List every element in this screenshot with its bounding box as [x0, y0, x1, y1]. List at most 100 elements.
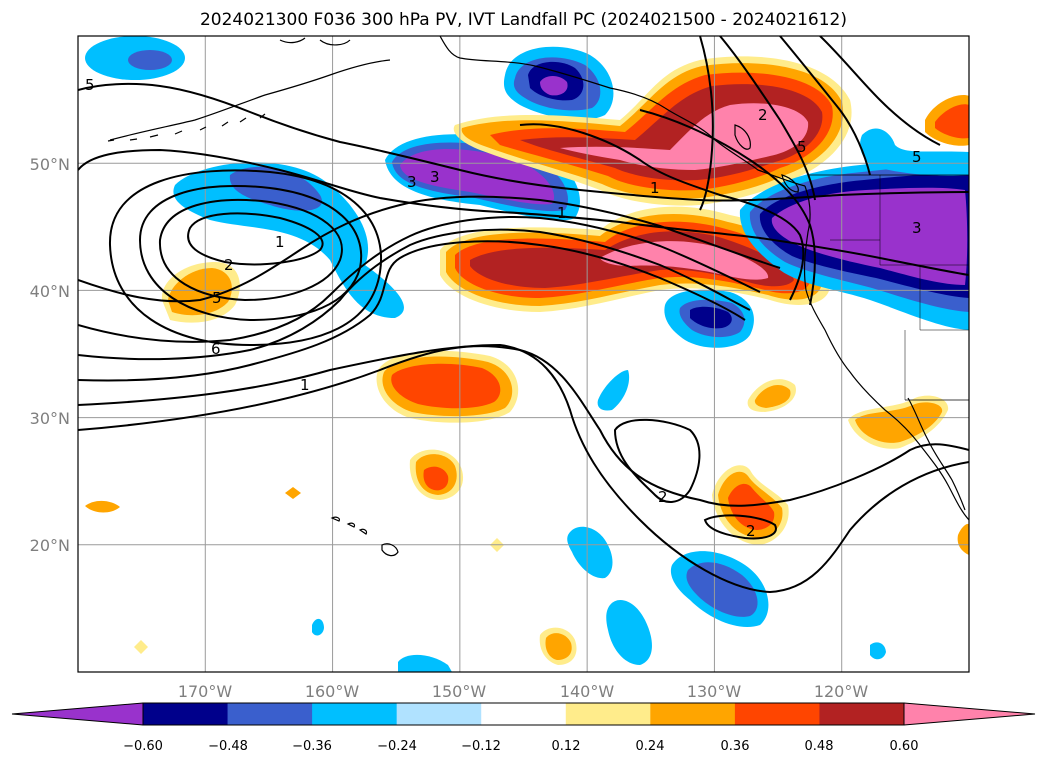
colorbar-tick-label: −0.60 — [123, 739, 163, 754]
colorbar-segment — [396, 703, 482, 725]
colorbar-segment — [819, 703, 905, 725]
colorbar-tick-label: 0.12 — [552, 739, 581, 754]
lon-tick-label: 140°W — [560, 682, 615, 701]
contour-label: 2 — [224, 256, 234, 274]
contour-label: 5 — [797, 138, 807, 156]
pv-contour — [639, 109, 816, 306]
colorbar-extend-max — [904, 703, 1035, 725]
coastline — [919, 444, 969, 521]
positive-anomaly — [560, 103, 809, 170]
lat-tick-label: 50°N — [30, 155, 70, 174]
pv-contour — [78, 148, 969, 276]
lon-tick-label: 160°W — [305, 682, 360, 701]
pv-contour — [519, 123, 805, 301]
positive-anomaly — [935, 104, 969, 139]
coastline — [734, 124, 751, 150]
negative-anomaly — [597, 370, 630, 411]
pv-contour — [78, 82, 969, 202]
longitude-labels: 170°W 160°W 150°W 140°W 130°W 120°W — [178, 682, 869, 701]
colorbar-segment — [734, 703, 820, 725]
colorbar-ticks: −0.60 −0.48 −0.36 −0.24 −0.12 0.12 0.24 … — [123, 739, 918, 754]
pv-contours — [78, 36, 969, 594]
colorbar-segments — [12, 703, 1035, 725]
colorbar-frame — [142, 702, 905, 726]
lon-tick-label: 130°W — [687, 682, 742, 701]
colorbar-segment — [143, 703, 229, 725]
colorbar-tick-label: −0.12 — [461, 739, 501, 754]
positive-anomaly — [754, 385, 791, 408]
pv-contour — [158, 198, 343, 302]
coastline — [279, 37, 351, 46]
contour-label: 2 — [658, 488, 668, 506]
colorbar-tick-label: −0.36 — [292, 739, 332, 754]
colorbar-extend-min — [12, 703, 143, 725]
colorbar-tick-label: 0.60 — [890, 739, 919, 754]
contour-label: 3 — [430, 168, 440, 186]
lon-tick-label: 150°W — [432, 682, 487, 701]
contour-label: 3 — [912, 219, 922, 237]
negative-anomaly — [128, 50, 172, 70]
positive-anomaly — [423, 466, 449, 491]
contour-label: 5 — [912, 148, 922, 166]
pv-contour — [187, 212, 324, 266]
latitude-labels: 20°N 30°N 40°N 50°N — [30, 155, 70, 555]
positive-anomaly — [285, 487, 301, 499]
colorbar-segment — [312, 703, 398, 725]
negative-anomaly — [860, 128, 969, 176]
contour-labels: 5 1 2 5 6 1 3 3 1 2 5 3 5 2 2 1 — [85, 76, 922, 540]
pv-contour — [78, 228, 751, 361]
colorbar-tick-label: −0.48 — [208, 739, 248, 754]
contour-label: 5 — [212, 289, 222, 307]
pv-contour — [138, 185, 363, 322]
positive-anomaly — [855, 402, 943, 443]
colorbar-segment — [481, 703, 567, 725]
colorbar-segment — [227, 703, 313, 725]
colorbar-tick-label: −0.24 — [377, 739, 417, 754]
pv-contour — [703, 514, 777, 540]
pv-contour — [613, 418, 701, 503]
negative-anomaly — [540, 76, 568, 96]
contour-label: 2 — [758, 106, 768, 124]
contour-label: 1 — [275, 233, 285, 251]
positive-anomaly — [85, 500, 120, 513]
colorbar: −0.60 −0.48 −0.36 −0.24 −0.12 0.12 0.24 … — [11, 702, 1036, 754]
negative-anomaly — [567, 526, 613, 579]
coastline — [107, 113, 266, 142]
contour-label: 1 — [300, 376, 310, 394]
positive-anomaly — [545, 633, 572, 660]
coastline — [109, 59, 391, 141]
positive-anomaly — [391, 363, 501, 409]
pv-contour — [78, 345, 969, 507]
negative-anomaly — [690, 306, 732, 329]
border — [919, 265, 969, 331]
map-title: 2024021300 F036 300 hPa PV, IVT Landfall… — [199, 10, 847, 30]
contour-label: 3 — [407, 173, 417, 191]
pv-contour — [78, 215, 761, 343]
negative-anomaly — [398, 654, 452, 672]
coastline — [664, 107, 806, 187]
lat-tick-label: 20°N — [30, 536, 70, 555]
coastline — [439, 36, 666, 109]
negative-anomaly — [686, 562, 758, 617]
lon-tick-label: 170°W — [178, 682, 233, 701]
pv-contour — [779, 36, 871, 176]
lat-tick-label: 40°N — [30, 282, 70, 301]
negative-anomaly — [771, 187, 968, 285]
pv-contour — [699, 36, 714, 211]
negative-anomaly — [606, 600, 652, 665]
contour-label: 1 — [557, 204, 567, 222]
pv-contour — [78, 240, 746, 382]
pv-contour — [78, 343, 969, 594]
positive-anomaly — [134, 640, 148, 654]
coastline — [330, 516, 368, 535]
coastline — [781, 174, 799, 193]
colorbar-segment — [565, 703, 651, 725]
negative-anomaly — [312, 618, 324, 636]
colorbar-segment — [650, 703, 736, 725]
lon-tick-label: 120°W — [814, 682, 869, 701]
positive-anomaly — [957, 523, 969, 555]
map-frame — [77, 35, 970, 673]
colorbar-tick-label: 0.48 — [805, 739, 834, 754]
contour-label: 1 — [650, 179, 660, 197]
positive-anomaly — [600, 241, 769, 280]
